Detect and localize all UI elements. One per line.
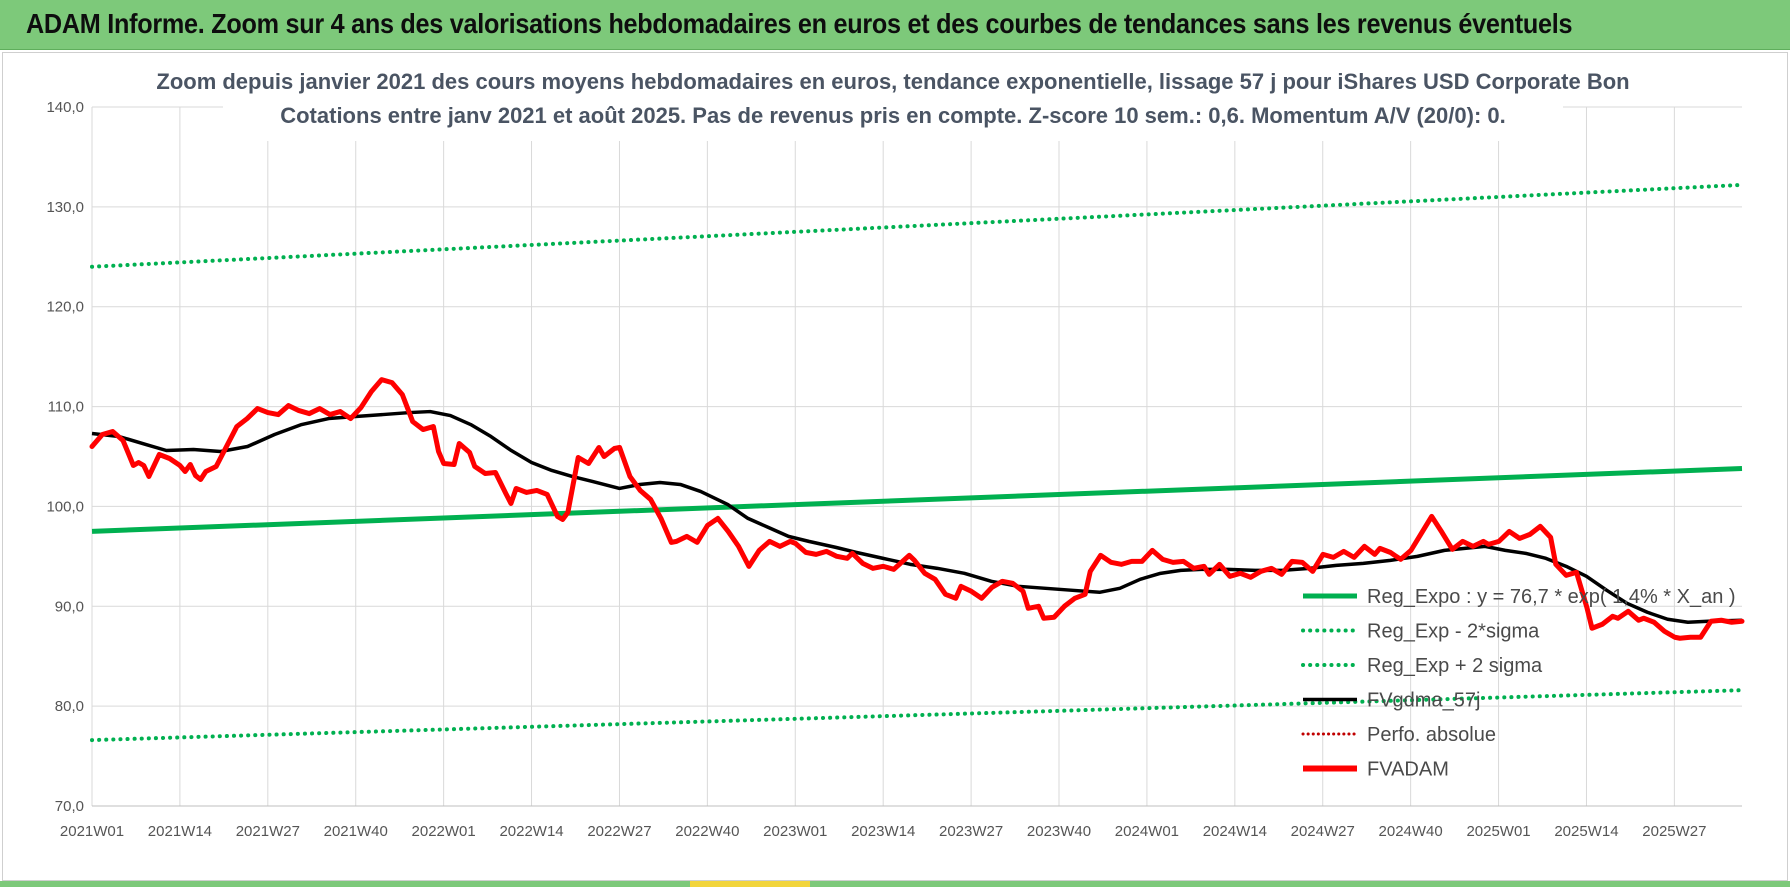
legend-label: Reg_Exp + 2 sigma (1367, 655, 1543, 677)
page-title: ADAM Informe. Zoom sur 4 ans des valoris… (26, 8, 1573, 39)
legend-label: Perfo. absolue (1367, 724, 1496, 746)
series-reg-minus-2sigma (90, 688, 1744, 743)
y-axis-ticks: 70,0 80,0 90,0 100,0 110,0 120,0 130,0 140,0 (46, 99, 84, 815)
chart-title-background (223, 69, 1563, 141)
x-tick-label: 2024W40 (1379, 823, 1443, 840)
chart-title-line-2: Cotations entre janv 2021 et août 2025. … (280, 103, 1506, 128)
x-tick-label: 2025W01 (1466, 823, 1530, 840)
series-reg-plus-2sigma (90, 182, 1744, 269)
y-tick-label: 110,0 (48, 399, 84, 416)
legend: Reg_Expo : y = 76,7 * exp( 1,4% * X_an )… (1301, 586, 1736, 781)
x-tick-label: 2023W01 (763, 823, 827, 840)
chart-frame: Zoom depuis janvier 2021 des cours moyen… (2, 52, 1788, 881)
y-tick-label: 140,0 (46, 99, 84, 116)
footer-bar (0, 881, 1790, 887)
x-tick-label: 2021W01 (60, 823, 124, 840)
x-tick-label: 2022W01 (412, 823, 476, 840)
x-tick-label: 2022W14 (499, 823, 563, 840)
grid-layer (91, 106, 1742, 807)
series-fvgdma-57j (91, 409, 1743, 625)
legend-label: FVADAM (1367, 759, 1449, 781)
series-reg-expo (91, 465, 1743, 534)
y-tick-label: 120,0 (46, 299, 84, 316)
x-tick-label: 2023W14 (851, 823, 915, 840)
chart-title-line-1: Zoom depuis janvier 2021 des cours moyen… (156, 69, 1629, 94)
x-tick-label: 2025W14 (1554, 823, 1618, 840)
x-tick-label: 2022W27 (587, 823, 651, 840)
header-banner: ADAM Informe. Zoom sur 4 ans des valoris… (0, 0, 1790, 50)
x-tick-label: 2023W40 (1027, 823, 1091, 840)
x-tick-label: 2023W27 (939, 823, 1003, 840)
legend-label: Reg_Expo : y = 76,7 * exp( 1,4% * X_an ) (1367, 586, 1736, 608)
series-fvadam (89, 377, 1745, 641)
x-tick-label: 2024W14 (1203, 823, 1267, 840)
y-tick-label: 80,0 (55, 698, 84, 715)
x-tick-label: 2021W27 (236, 823, 300, 840)
x-tick-label: 2021W14 (148, 823, 212, 840)
y-tick-label: 70,0 (55, 798, 84, 815)
x-axis-ticks: 2021W01 2021W14 2021W27 2021W40 2022W01 2022W… (60, 823, 1707, 840)
x-tick-label: 2022W40 (675, 823, 739, 840)
x-tick-label: 2024W01 (1115, 823, 1179, 840)
footer-marker (690, 881, 810, 887)
x-tick-label: 2025W27 (1642, 823, 1706, 840)
x-tick-label: 2021W40 (324, 823, 388, 840)
series-layer (89, 182, 1745, 743)
x-tick-label: 2024W27 (1291, 823, 1355, 840)
y-tick-label: 100,0 (46, 498, 84, 515)
line-chart: Zoom depuis janvier 2021 des cours moyen… (46, 69, 1745, 840)
legend-label: Reg_Exp - 2*sigma (1367, 621, 1540, 643)
y-tick-label: 130,0 (46, 199, 84, 216)
y-tick-label: 90,0 (55, 598, 84, 615)
legend-label: FVgdma_57j (1367, 690, 1480, 712)
